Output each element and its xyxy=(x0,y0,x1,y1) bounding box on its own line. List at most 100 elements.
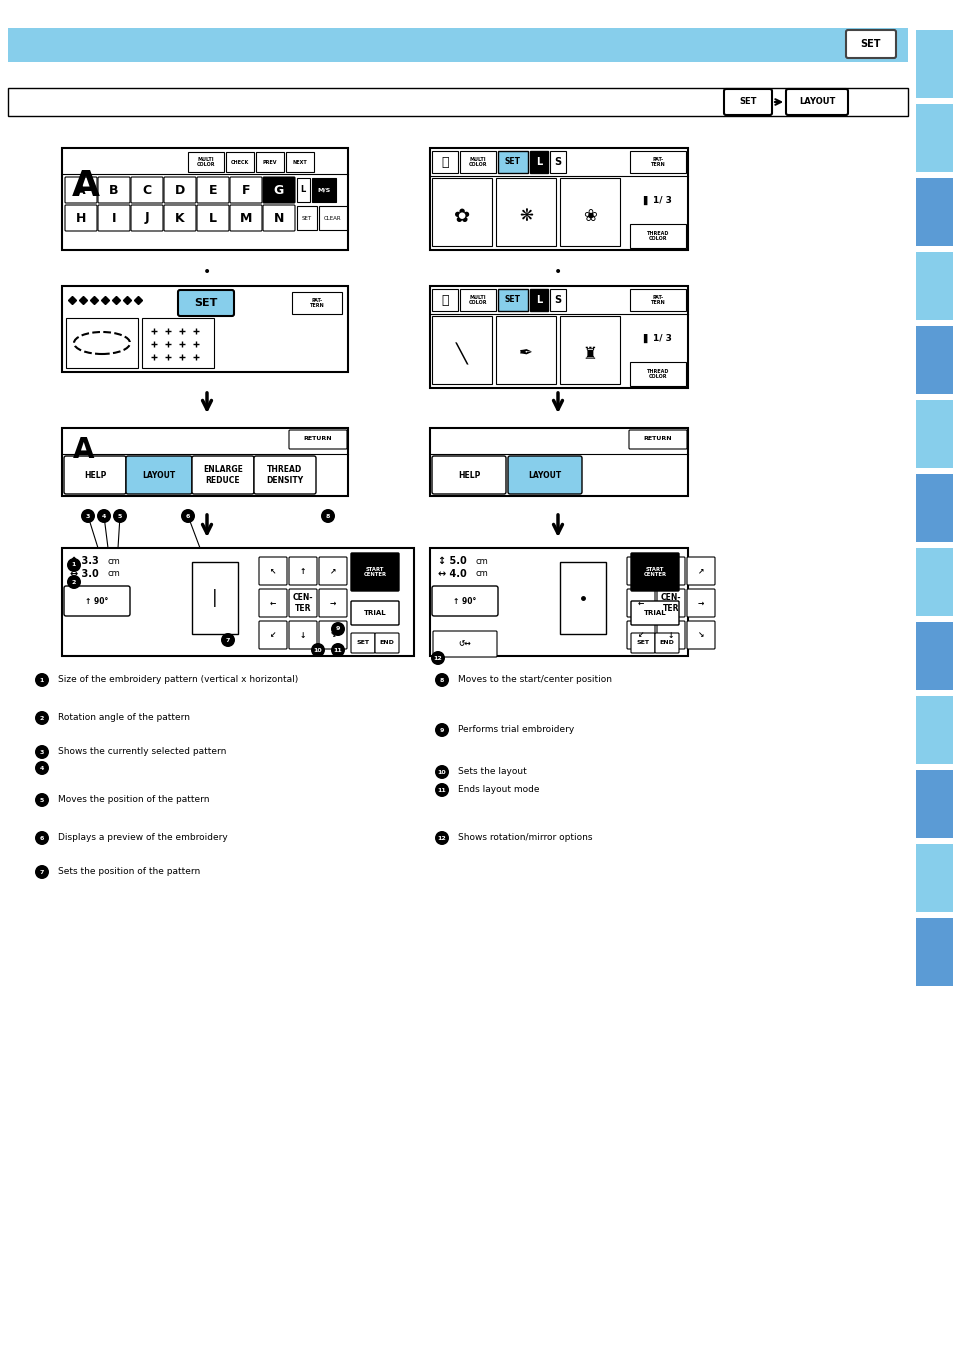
FancyBboxPatch shape xyxy=(351,553,398,591)
Text: ↔ 4.0: ↔ 4.0 xyxy=(437,569,466,579)
Text: 7: 7 xyxy=(226,638,230,642)
Text: F: F xyxy=(241,183,250,197)
Text: ↓: ↓ xyxy=(667,630,674,639)
Text: ←: ← xyxy=(638,599,643,607)
Text: D: D xyxy=(174,183,185,197)
Bar xyxy=(915,178,953,246)
FancyBboxPatch shape xyxy=(432,456,505,494)
Text: Shows rotation/mirror options: Shows rotation/mirror options xyxy=(457,834,592,843)
Text: Ends layout mode: Ends layout mode xyxy=(457,785,539,795)
Text: ⧗: ⧗ xyxy=(441,155,448,169)
Text: SET: SET xyxy=(860,39,881,49)
Circle shape xyxy=(35,673,49,687)
Text: 6: 6 xyxy=(40,835,44,840)
Text: MULTI
COLOR: MULTI COLOR xyxy=(468,294,487,305)
Bar xyxy=(915,326,953,394)
Text: LAYOUT: LAYOUT xyxy=(142,471,175,479)
Text: HELP: HELP xyxy=(457,471,479,479)
Circle shape xyxy=(35,745,49,759)
FancyBboxPatch shape xyxy=(178,290,233,316)
FancyBboxPatch shape xyxy=(258,621,287,649)
Text: L: L xyxy=(209,212,216,224)
FancyBboxPatch shape xyxy=(253,456,315,494)
Bar xyxy=(62,428,348,496)
Bar xyxy=(915,473,953,542)
Text: ↘: ↘ xyxy=(697,630,703,639)
FancyBboxPatch shape xyxy=(98,177,130,202)
Text: ↓: ↓ xyxy=(299,630,306,639)
Text: cm: cm xyxy=(108,557,121,565)
Text: B: B xyxy=(110,183,118,197)
Text: CLEAR: CLEAR xyxy=(324,216,341,220)
Text: Size of the embroidery pattern (vertical x horizontal): Size of the embroidery pattern (vertical… xyxy=(58,676,298,684)
Text: Sets the layout: Sets the layout xyxy=(457,768,526,777)
Text: ↑: ↑ xyxy=(299,567,306,576)
Text: S: S xyxy=(554,295,561,305)
Bar xyxy=(430,548,687,656)
Text: START
CENTER: START CENTER xyxy=(642,567,666,577)
Text: ↗: ↗ xyxy=(330,567,335,576)
Text: CHECK: CHECK xyxy=(231,159,249,165)
Bar xyxy=(192,563,237,634)
Text: SET: SET xyxy=(636,641,649,646)
Text: C: C xyxy=(142,183,152,197)
Bar xyxy=(255,152,284,173)
FancyBboxPatch shape xyxy=(433,631,497,657)
FancyBboxPatch shape xyxy=(126,456,192,494)
Text: ↑ 90°: ↑ 90° xyxy=(453,596,476,606)
Text: 3: 3 xyxy=(40,750,44,754)
Bar xyxy=(629,224,685,248)
Text: ❀: ❀ xyxy=(582,206,597,225)
Text: 4: 4 xyxy=(102,514,106,518)
Text: 5: 5 xyxy=(40,797,44,803)
Text: S: S xyxy=(554,156,561,167)
FancyBboxPatch shape xyxy=(289,621,316,649)
Text: LAYOUT: LAYOUT xyxy=(528,471,561,479)
FancyBboxPatch shape xyxy=(686,590,714,616)
FancyBboxPatch shape xyxy=(686,557,714,585)
Text: ✿: ✿ xyxy=(454,206,470,225)
Bar xyxy=(62,148,348,250)
Text: END: END xyxy=(379,641,394,646)
Bar xyxy=(496,178,556,246)
FancyBboxPatch shape xyxy=(196,205,229,231)
Text: TRIAL: TRIAL xyxy=(363,610,386,616)
Text: 2: 2 xyxy=(40,715,44,720)
Text: |: | xyxy=(212,590,217,607)
Circle shape xyxy=(67,558,81,572)
Bar xyxy=(915,401,953,468)
Bar xyxy=(915,30,953,98)
Text: ←: ← xyxy=(270,599,276,607)
Text: ❋: ❋ xyxy=(518,206,533,225)
Text: cm: cm xyxy=(108,569,121,579)
Text: RETURN: RETURN xyxy=(303,437,332,441)
FancyBboxPatch shape xyxy=(196,177,229,202)
Text: MULTI
COLOR: MULTI COLOR xyxy=(196,156,215,167)
Circle shape xyxy=(435,765,449,778)
Circle shape xyxy=(331,643,345,657)
Text: L: L xyxy=(536,295,541,305)
Text: ↑ 90°: ↑ 90° xyxy=(85,596,109,606)
Text: THREAD
DENSITY: THREAD DENSITY xyxy=(266,465,303,484)
Text: ↑: ↑ xyxy=(667,567,674,576)
Text: ↔ 3.0: ↔ 3.0 xyxy=(70,569,99,579)
Text: ↘: ↘ xyxy=(330,630,335,639)
FancyBboxPatch shape xyxy=(192,456,253,494)
Text: H: H xyxy=(75,212,86,224)
FancyBboxPatch shape xyxy=(351,602,398,625)
Text: SET: SET xyxy=(504,295,520,305)
Bar xyxy=(530,289,547,312)
Text: Moves the position of the pattern: Moves the position of the pattern xyxy=(58,796,210,804)
Text: 2: 2 xyxy=(71,580,76,584)
FancyBboxPatch shape xyxy=(630,553,679,591)
Text: K: K xyxy=(175,212,185,224)
Circle shape xyxy=(67,575,81,590)
FancyBboxPatch shape xyxy=(289,557,316,585)
Bar xyxy=(550,151,565,173)
Text: SET: SET xyxy=(739,97,756,107)
Bar xyxy=(8,28,907,62)
Circle shape xyxy=(181,509,194,523)
Text: ↕ 5.0: ↕ 5.0 xyxy=(437,556,466,567)
Text: MULTI
COLOR: MULTI COLOR xyxy=(468,156,487,167)
Text: 11: 11 xyxy=(334,648,342,653)
